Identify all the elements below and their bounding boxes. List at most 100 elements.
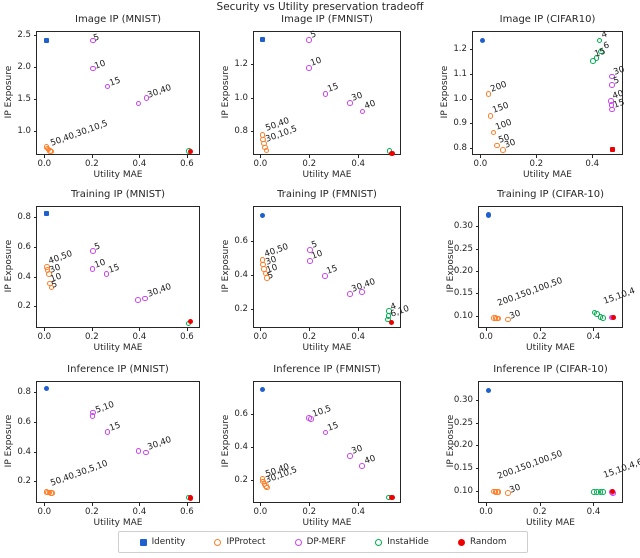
plot-area: 50,40,30,5,10 5,10 15 30,40 xyxy=(36,381,200,503)
legend-item-ipprotect[interactable]: IPProtect xyxy=(214,537,265,547)
y-tick-mark xyxy=(33,392,36,394)
plot-area: 40,50 30 10 5 5 10 15 30,40 4 6,10 xyxy=(253,206,410,328)
y-tick-mark xyxy=(475,271,478,273)
x-tick-mark xyxy=(91,503,93,506)
plot-area: 50,40 30,10,5 10,5 15 30 40 xyxy=(253,381,401,503)
x-tick-label: 0.2 xyxy=(302,506,317,517)
point-annotation: 30,40 xyxy=(146,82,173,101)
data-point-identity xyxy=(259,212,265,218)
y-tick-label: 0.2 xyxy=(234,474,248,485)
y-tick-label: 0.6 xyxy=(17,241,31,252)
y-tick-label: 0.4 xyxy=(234,269,248,280)
point-annotation: 5,10 xyxy=(93,400,116,416)
y-tick-label: 0.9 xyxy=(453,118,467,129)
panel-title: Training IP (CIFAR-10) xyxy=(496,189,605,200)
x-tick-label: 0.2 xyxy=(85,158,99,169)
x-tick-mark xyxy=(592,155,594,158)
data-point-dp-merf xyxy=(143,449,149,456)
x-tick-mark xyxy=(260,503,262,506)
panel-title: Image IP (MNIST) xyxy=(75,14,161,25)
x-tick-label: 0.2 xyxy=(85,331,99,342)
data-point-random xyxy=(610,489,616,495)
data-point-identity xyxy=(43,211,50,217)
chart-panel-2: Image IP (CIFAR10) 200 150 100 50 30 30 5 40 15 4 6… xyxy=(436,14,626,183)
y-tick-label: 1.0 xyxy=(17,125,31,136)
data-point-dp-merf xyxy=(609,106,616,113)
data-point-dp-merf xyxy=(104,429,111,435)
data-point-instahide xyxy=(600,489,606,495)
legend-item-random[interactable]: Random xyxy=(457,537,506,547)
data-point-identity xyxy=(259,36,265,43)
x-tick-mark xyxy=(186,328,188,331)
y-tick-label: 0.2 xyxy=(234,303,248,314)
x-tick-mark xyxy=(536,155,538,158)
x-tick-mark xyxy=(486,503,488,506)
x-tick-mark xyxy=(91,155,93,158)
panel-title: Image IP (FMNIST) xyxy=(281,14,373,25)
data-point-random xyxy=(610,314,616,321)
y-tick-mark xyxy=(469,147,472,149)
point-annotation: 15 xyxy=(108,75,122,90)
data-point-ipprotect xyxy=(500,147,506,153)
plot-area: 50,40 30,10,5 5 10 15 30 40 xyxy=(253,30,401,156)
legend-item-dp-merf[interactable]: DP-MERF xyxy=(294,537,346,547)
x-tick-mark xyxy=(309,328,311,331)
x-tick-mark xyxy=(44,328,46,331)
chart-panel-1: Image IP (FMNIST) 50,40 30,10,5 5 10 15 30 40 0.… xyxy=(217,14,401,183)
y-tick-label: 1.2 xyxy=(234,59,248,70)
y-tick-label: 0.8 xyxy=(234,125,248,136)
x-tick-label: 0.6 xyxy=(180,331,194,342)
data-point-identity xyxy=(485,387,491,393)
data-point-random xyxy=(188,495,194,501)
point-annotation: 10 xyxy=(310,248,325,262)
y-axis-label: IP Exposure xyxy=(446,239,456,293)
x-axis-label: Utility MAE xyxy=(302,343,352,353)
legend-label: InstaHide xyxy=(387,537,429,547)
data-point-random xyxy=(188,148,194,154)
y-tick-mark xyxy=(250,447,253,449)
y-tick-mark xyxy=(469,73,472,75)
data-point-dp-merf xyxy=(89,413,96,419)
y-tick-mark xyxy=(475,315,478,317)
y-tick-mark xyxy=(475,293,478,295)
y-axis-label: IP Exposure xyxy=(440,65,450,119)
x-tick-mark xyxy=(91,328,93,331)
point-annotation: 15 xyxy=(108,420,122,434)
y-tick-label: 0.8 xyxy=(17,212,31,223)
data-point-dp-merf xyxy=(307,415,314,422)
y-tick-label: 1.5 xyxy=(17,93,31,104)
legend-item-identity[interactable]: Identity xyxy=(139,537,185,547)
legend-item-instahide[interactable]: InstaHide xyxy=(375,537,429,547)
y-tick-label: 1.2 xyxy=(453,44,467,55)
data-point-identity xyxy=(43,386,50,392)
x-tick-label: 0.0 xyxy=(253,158,268,169)
y-tick-mark xyxy=(250,97,253,99)
data-point-dp-merf xyxy=(359,462,365,469)
panel-title: Inference IP (FMNIST) xyxy=(273,364,381,375)
y-tick-mark xyxy=(469,123,472,125)
data-point-dp-merf xyxy=(143,95,150,101)
y-axis-label: IP Exposure xyxy=(221,414,231,468)
y-tick-mark xyxy=(33,130,36,132)
chart-panel-4: Training IP (FMNIST) 40,50 30 10 5 5 10 15 30,40… xyxy=(217,189,410,356)
x-tick-label: 0.4 xyxy=(351,506,366,517)
panel-title: Inference IP (CIFAR-10) xyxy=(493,364,608,375)
data-point-ipprotect xyxy=(487,113,494,119)
point-annotation: 30 xyxy=(350,443,365,457)
y-tick-label: 0.6 xyxy=(234,409,248,420)
plot-area: 200 150 100 50 30 30 5 40 15 4 6 15 xyxy=(472,30,626,155)
y-tick-mark xyxy=(475,490,478,492)
point-annotation: 15 xyxy=(326,420,340,434)
x-tick-label: 0.4 xyxy=(351,331,366,342)
y-tick-label: 0.6 xyxy=(234,235,248,246)
x-tick-label: 0.4 xyxy=(586,331,601,342)
y-tick-mark xyxy=(33,481,36,483)
x-tick-label: 0.4 xyxy=(132,331,147,342)
data-point-random xyxy=(610,147,616,153)
data-point-dp-merf xyxy=(104,83,111,90)
y-tick-label: 0.20 xyxy=(453,440,473,451)
x-tick-label: 0.0 xyxy=(253,506,268,517)
data-point-dp-merf xyxy=(305,65,312,72)
y-tick-label: 0.2 xyxy=(17,476,31,487)
data-point-dp-merf xyxy=(135,448,142,454)
